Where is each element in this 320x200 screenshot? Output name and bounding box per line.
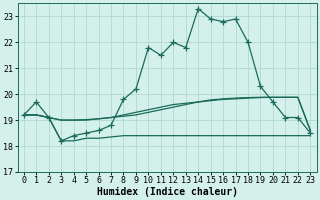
X-axis label: Humidex (Indice chaleur): Humidex (Indice chaleur) [97,186,237,197]
